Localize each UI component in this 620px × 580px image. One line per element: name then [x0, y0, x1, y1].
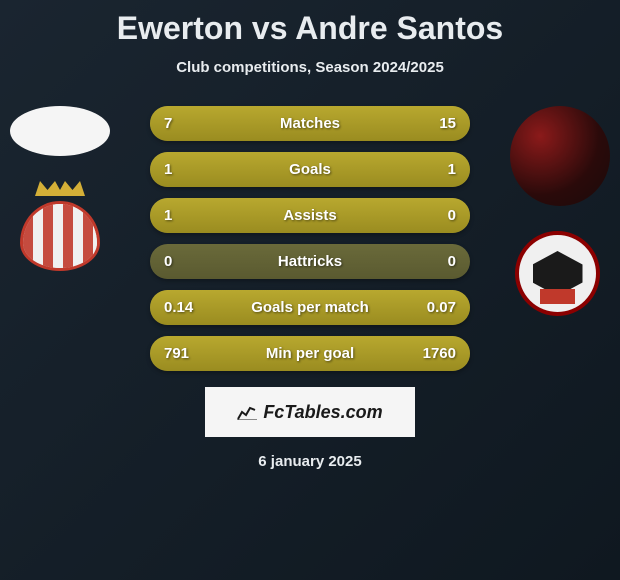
shield-icon [20, 201, 100, 271]
team-right-badge [515, 231, 600, 316]
stat-row-goals: 1 Goals 1 [150, 152, 470, 187]
stat-right-value: 0 [448, 253, 456, 270]
stat-left-value: 7 [164, 115, 172, 132]
stat-label: Goals [289, 161, 331, 178]
stat-right-value: 1760 [423, 345, 456, 362]
stat-left-value: 1 [164, 161, 172, 178]
stat-label: Assists [283, 207, 336, 224]
content-area: 7 Matches 15 1 Goals 1 1 Assists 0 [0, 106, 620, 470]
stat-label: Matches [280, 115, 340, 132]
stat-row-matches: 7 Matches 15 [150, 106, 470, 141]
stat-label: Hattricks [278, 253, 342, 270]
crown-icon [20, 181, 100, 201]
stat-right-value: 0.07 [427, 299, 456, 316]
branding-box[interactable]: FcTables.com [205, 387, 415, 437]
comparison-infographic: Ewerton vs Andre Santos Club competition… [0, 0, 620, 580]
stat-left-value: 1 [164, 207, 172, 224]
stat-right-value: 0 [448, 207, 456, 224]
stat-left-value: 791 [164, 345, 189, 362]
player-left-avatar [10, 106, 110, 156]
branding-text: FcTables.com [263, 402, 382, 423]
date-label: 6 january 2025 [10, 453, 610, 470]
stat-label: Goals per match [251, 299, 369, 316]
stat-right-value: 1 [448, 161, 456, 178]
subtitle: Club competitions, Season 2024/2025 [0, 59, 620, 76]
page-title: Ewerton vs Andre Santos [0, 10, 620, 47]
stat-row-gpm: 0.14 Goals per match 0.07 [150, 290, 470, 325]
stat-row-mpg: 791 Min per goal 1760 [150, 336, 470, 371]
team-left-badge [20, 181, 100, 266]
player-right-avatar [510, 106, 610, 206]
chart-icon [237, 404, 257, 420]
stat-left-value: 0 [164, 253, 172, 270]
stat-row-hattricks: 0 Hattricks 0 [150, 244, 470, 279]
stat-label: Min per goal [266, 345, 354, 362]
stat-right-bar [310, 152, 470, 187]
stats-list: 7 Matches 15 1 Goals 1 1 Assists 0 [150, 106, 470, 371]
stat-left-bar [150, 152, 310, 187]
stat-left-value: 0.14 [164, 299, 193, 316]
stat-right-value: 15 [439, 115, 456, 132]
stat-row-assists: 1 Assists 0 [150, 198, 470, 233]
